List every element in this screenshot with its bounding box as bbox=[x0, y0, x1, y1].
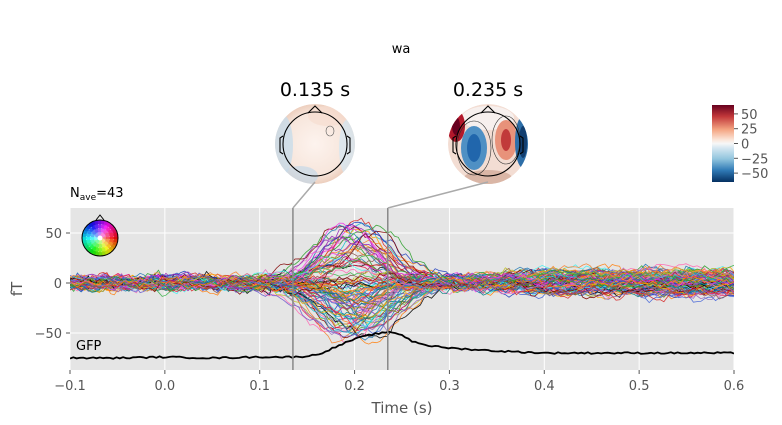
time-markers bbox=[292, 181, 489, 370]
head-outline bbox=[455, 111, 521, 177]
x-axis: −0.1 0.0 0.1 0.2 0.3 0.4 0.5 0.6 bbox=[54, 370, 744, 394]
topomap-connector bbox=[387, 181, 489, 209]
colorbar-tick-label: −25 bbox=[741, 152, 768, 167]
sensor-dot bbox=[113, 232, 118, 238]
channel-trace bbox=[70, 275, 734, 294]
x-tick-label: −0.1 bbox=[54, 379, 86, 394]
colorbar-bar bbox=[712, 105, 734, 182]
channel-trace bbox=[70, 245, 734, 300]
head-outline bbox=[282, 111, 348, 177]
right-ear-icon bbox=[519, 135, 524, 155]
sensor-dots bbox=[81, 219, 119, 257]
colorbar-tick-label: −50 bbox=[741, 167, 768, 182]
n-ave-value: =43 bbox=[96, 186, 123, 201]
x-tick-label: 0.3 bbox=[439, 379, 460, 394]
x-tick-label: 0.1 bbox=[249, 379, 270, 394]
sensor-legend-head bbox=[81, 219, 119, 257]
topomap-2 bbox=[448, 104, 528, 184]
gfp-trace bbox=[70, 330, 734, 360]
figure-title: wa bbox=[392, 42, 411, 57]
y-axis-label: fT bbox=[8, 281, 26, 296]
colorbar-tick-label: 50 bbox=[741, 108, 758, 123]
y-tick-label: 0 bbox=[54, 277, 62, 292]
y-tick-label: −50 bbox=[35, 327, 62, 342]
nose-icon bbox=[95, 214, 105, 221]
channel-traces bbox=[70, 217, 734, 345]
left-ear-icon bbox=[279, 135, 284, 155]
y-axis: 50 0 −50 bbox=[35, 227, 70, 342]
x-axis-label: Time (s) bbox=[371, 399, 433, 417]
topomap-title-2: 0.235 s bbox=[453, 79, 523, 101]
gfp-trace-group bbox=[70, 330, 734, 360]
n-ave-subscript: ave bbox=[80, 193, 97, 203]
x-tick-label: 0.2 bbox=[344, 379, 365, 394]
nose-icon bbox=[307, 105, 323, 114]
sensor-dot bbox=[109, 232, 114, 238]
n-ave-prefix: N bbox=[70, 186, 80, 201]
topomap-connector bbox=[292, 181, 316, 209]
x-tick-label: 0.0 bbox=[155, 379, 176, 394]
nose-icon bbox=[480, 105, 496, 114]
gfp-label: GFP bbox=[76, 339, 102, 354]
right-ear-icon bbox=[346, 135, 351, 155]
left-ear-icon bbox=[452, 135, 457, 155]
channel-trace bbox=[70, 274, 734, 336]
sensor-legend bbox=[81, 214, 119, 257]
topomap-title-1: 0.135 s bbox=[280, 79, 350, 101]
sensor-dot bbox=[105, 232, 110, 238]
n-ave-label: Nave=43 bbox=[70, 186, 124, 203]
channel-trace bbox=[70, 268, 734, 332]
y-tick-label: 50 bbox=[45, 227, 62, 242]
x-tick-label: 0.5 bbox=[629, 379, 650, 394]
channel-trace bbox=[70, 222, 734, 290]
x-tick-label: 0.4 bbox=[534, 379, 555, 394]
sensor-dot bbox=[97, 235, 103, 241]
topomap-1 bbox=[275, 104, 355, 184]
colorbar-tick-label: 25 bbox=[741, 123, 758, 138]
colorbar-tick-label: 0 bbox=[741, 138, 749, 153]
x-tick-label: 0.6 bbox=[724, 379, 745, 394]
